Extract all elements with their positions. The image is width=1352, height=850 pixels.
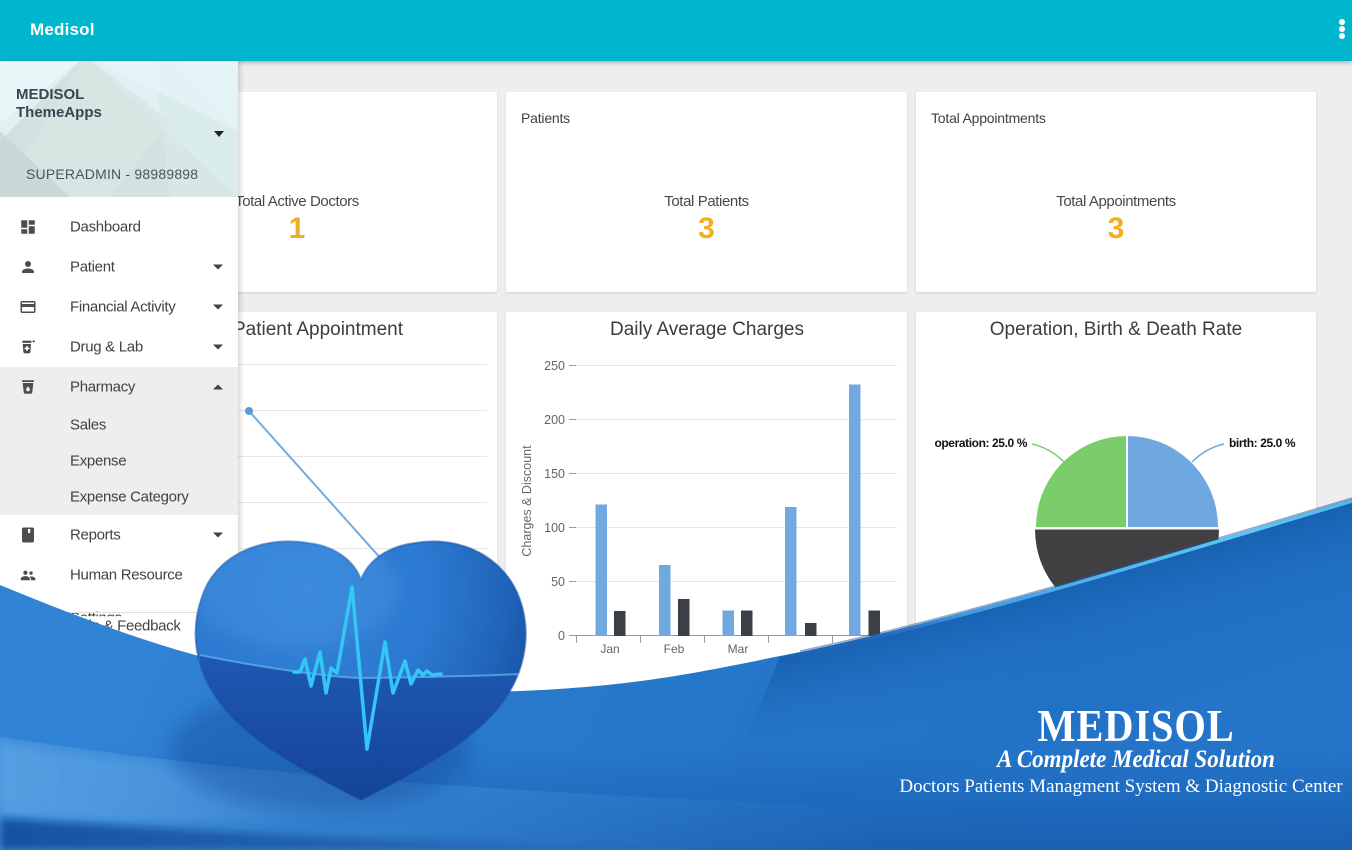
- svg-text:250: 250: [544, 359, 565, 373]
- svg-text:50: 50: [551, 575, 565, 589]
- svg-text:0: 0: [558, 629, 565, 643]
- svg-text:150: 150: [544, 467, 565, 481]
- svg-text:200: 200: [544, 413, 565, 427]
- svg-text:Jan: Jan: [600, 642, 619, 656]
- svg-text:Feb: Feb: [664, 642, 685, 656]
- svg-text:Charges & Discount: Charges & Discount: [520, 445, 534, 557]
- svg-text:Patient Appointment: Patient Appointment: [233, 319, 404, 340]
- svg-text:operation: 25.0 %: operation: 25.0 %: [934, 436, 1027, 450]
- svg-text:100: 100: [544, 521, 565, 535]
- svg-text:birth: 25.0 %: birth: 25.0 %: [1229, 436, 1296, 450]
- svg-text:Operation, Birth & Death Rate: Operation, Birth & Death Rate: [990, 319, 1242, 340]
- svg-text:Daily Average Charges: Daily Average Charges: [610, 319, 804, 340]
- svg-text:Mar: Mar: [728, 642, 749, 656]
